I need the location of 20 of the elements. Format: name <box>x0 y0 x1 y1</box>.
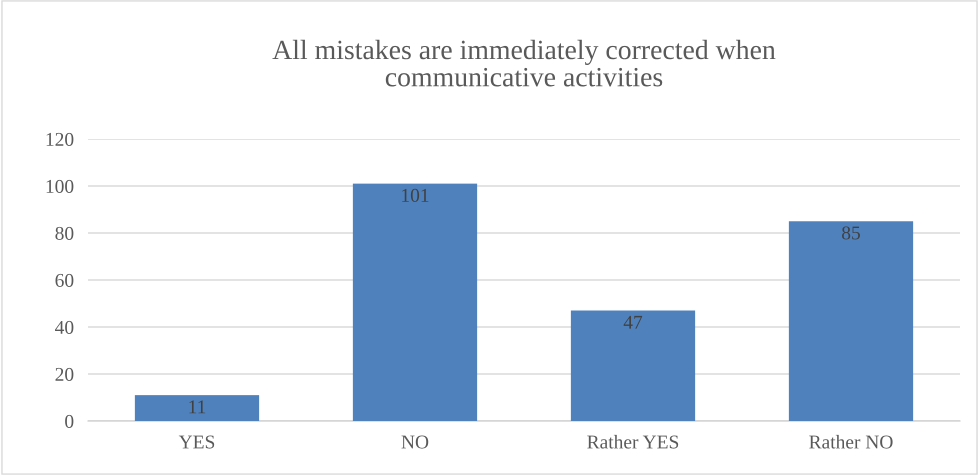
data-label: 85 <box>842 226 860 240</box>
bar <box>788 221 914 421</box>
x-tick-label: NO <box>402 436 428 449</box>
y-tick-label: 100 <box>46 180 74 193</box>
bar <box>570 310 696 421</box>
y-tick-label: 120 <box>46 132 74 146</box>
x-tick-label: Rather YES <box>587 434 678 449</box>
y-tick-label: 60 <box>56 274 74 287</box>
bar <box>352 184 478 421</box>
y-tick-label: 0 <box>65 414 74 428</box>
data-label: 101 <box>402 188 428 202</box>
x-tick-label: YES <box>178 436 214 449</box>
y-tick-label: 40 <box>55 320 74 334</box>
y-tick-label: 20 <box>56 368 74 381</box>
data-label: 11 <box>189 400 206 414</box>
chart-title: All mistakes are immediately corrected when communicative activities <box>272 40 776 86</box>
x-tick-label: Rather NO <box>809 434 893 449</box>
y-tick-label: 80 <box>55 226 74 240</box>
data-label: 47 <box>624 316 642 329</box>
bar <box>134 395 260 421</box>
